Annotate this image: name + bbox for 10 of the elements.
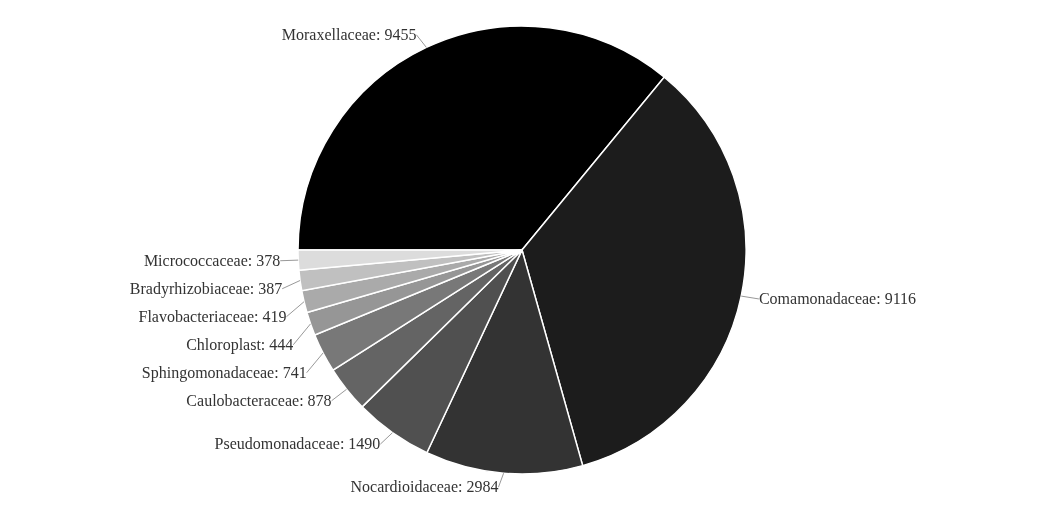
- slice-label: Pseudomonadaceae: 1490: [214, 435, 381, 453]
- slice-label: Caulobacteraceae: 878: [186, 391, 332, 409]
- slice-label: Nocardioidaceae: 2984: [350, 478, 499, 496]
- slice-label: Bradyrhizobiaceae: 387: [129, 279, 283, 298]
- slice-label: Comamonadaceae: 9116: [758, 289, 917, 307]
- slice-label: Sphingomonadaceae: 741: [141, 363, 307, 382]
- slice-label: Flavobacteriaceae: 419: [138, 307, 287, 325]
- slice-label: Micrococcaceae: 378: [143, 251, 281, 269]
- slice-label: Chloroplast: 444: [186, 335, 294, 354]
- slice-label: Moraxellaceae: 9455: [281, 25, 417, 43]
